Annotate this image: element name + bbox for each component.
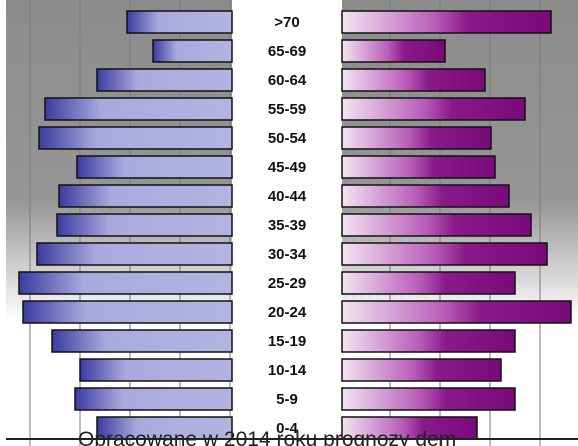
left-bar-65-69 [152,39,233,63]
left-bar-10-14 [79,358,233,382]
right-bar-5-9 [341,387,516,411]
right-bar-20-24 [341,300,572,324]
right-bar-25-29 [341,271,516,295]
left-bar-5-9 [74,387,233,411]
age-label-30-34: 30-34 [268,246,307,263]
age-label-15-19: 15-19 [268,333,306,350]
age-label-65-69: 65-69 [268,43,306,60]
age-label-5-9: 5-9 [276,391,298,408]
age-label-35-39: 35-39 [268,217,306,234]
bars-group [18,10,572,440]
left-bar-15-19 [51,329,233,353]
right-bar-10-14 [341,358,502,382]
age-label-40-44: 40-44 [268,188,307,205]
left-bar-45-49 [76,155,233,179]
age-label-25-29: 25-29 [268,275,306,292]
left-bar-50-54 [38,126,233,150]
left-bar-over-70 [126,10,233,34]
left-bar-35-39 [56,213,233,237]
age-label-10-14: 10-14 [268,362,307,379]
age-label-band [232,0,342,446]
caption-underline [6,438,578,440]
age-label-55-59: 55-59 [268,101,306,118]
age-label-20-24: 20-24 [268,304,307,321]
right-bar-40-44 [341,184,510,208]
right-bar-65-69 [341,39,446,63]
right-bar-over-70 [341,10,552,34]
right-bar-35-39 [341,213,532,237]
left-bar-40-44 [58,184,233,208]
age-labels-group: >70 65-69 60-64 55-59 50-54 45-49 40-44 35-39 30… [268,14,307,437]
right-bar-45-49 [341,155,496,179]
right-bar-50-54 [341,126,492,150]
left-bar-30-34 [36,242,233,266]
caption-text: Opracowane w 2014 roku prognozy dem [78,428,457,446]
age-label-over-70: >70 [274,14,299,31]
left-bar-60-64 [96,68,233,92]
age-label-45-49: 45-49 [268,159,306,176]
age-label-50-54: 50-54 [268,130,307,147]
age-label-60-64: 60-64 [268,72,307,89]
right-bar-55-59 [341,97,526,121]
right-bar-60-64 [341,68,486,92]
right-bar-15-19 [341,329,516,353]
left-bar-55-59 [44,97,233,121]
age-label-0-4: 0-4 [276,420,298,437]
left-bar-25-29 [18,271,233,295]
right-bar-30-34 [341,242,548,266]
left-bar-20-24 [22,300,233,324]
